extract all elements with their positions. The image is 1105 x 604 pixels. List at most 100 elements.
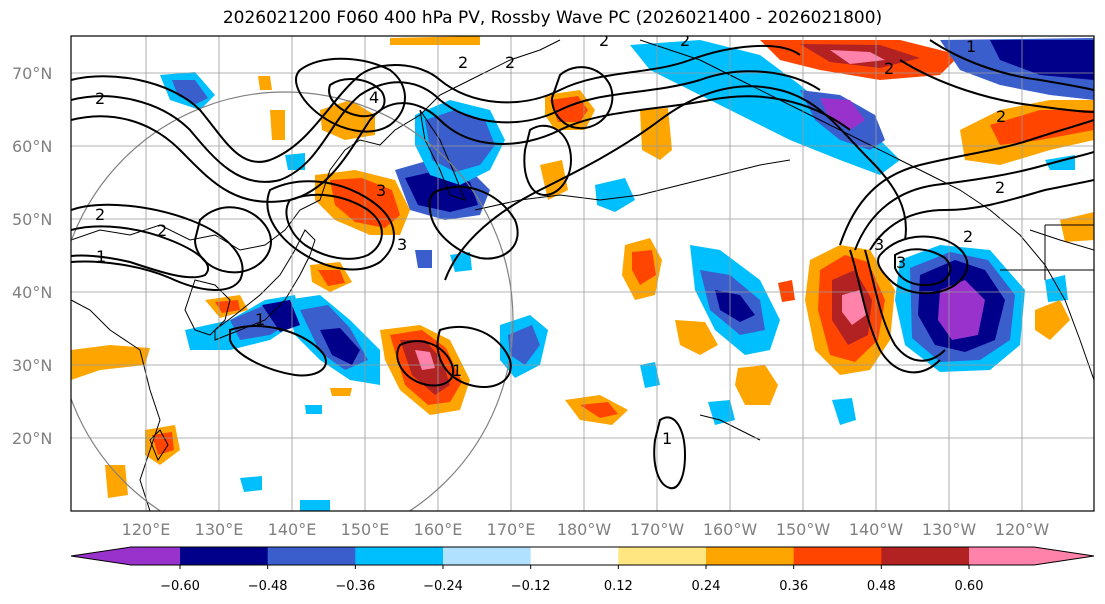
positive-anomaly	[105, 465, 128, 498]
contour-line	[436, 325, 512, 388]
contour-label: 2	[157, 221, 167, 240]
negative-anomaly	[820, 98, 865, 130]
lon-label: 140°E	[268, 520, 317, 539]
contour-line	[266, 180, 395, 271]
positive-anomaly	[580, 402, 618, 418]
colorbar-bin	[881, 547, 970, 565]
colorbar-tick-label: 0.24	[692, 579, 721, 594]
positive-anomaly	[1035, 300, 1070, 340]
contour-label: 3	[376, 181, 386, 200]
contour-label: 2	[458, 53, 468, 72]
contour-line	[864, 249, 946, 362]
colorbar-bin	[793, 547, 882, 565]
lat-label: 40°N	[12, 283, 52, 302]
colorbar-bin	[706, 547, 795, 565]
contour-line	[854, 151, 1094, 251]
contour-label: 2	[963, 227, 973, 246]
positive-anomaly	[640, 108, 672, 160]
radius-circle	[71, 91, 514, 511]
north-america-coastline	[1029, 229, 1094, 251]
lon-label: 180°W	[557, 520, 612, 539]
negative-anomaly	[640, 362, 660, 388]
contour-line	[396, 340, 455, 387]
contour-line	[71, 225, 210, 279]
positive-anomaly	[990, 110, 1094, 145]
lon-label: 120°W	[995, 520, 1050, 539]
negative-anomaly	[938, 280, 985, 340]
latitude-labels: 70°N 60°N 50°N 40°N 30°N 20°N	[12, 64, 52, 448]
positive-anomaly	[390, 36, 480, 45]
colorbar-tick-label: 0.12	[604, 579, 633, 594]
contour-line	[285, 193, 383, 260]
positive-anomaly	[330, 388, 352, 396]
lon-label: 160°E	[414, 520, 463, 539]
negative-anomaly	[630, 40, 900, 175]
colorbar-bin	[355, 547, 444, 565]
lat-label: 60°N	[12, 137, 52, 156]
map-title: 2026021200 F060 400 hPa PV, Rossby Wave …	[222, 8, 883, 28]
contour-line	[550, 66, 614, 130]
contour-line	[877, 235, 969, 295]
positive-anomaly	[632, 250, 656, 285]
contour-label: 2	[95, 89, 105, 108]
colorbar-under-extension	[71, 547, 131, 565]
negative-anomaly	[240, 476, 262, 492]
colorbar-bin	[131, 547, 181, 565]
korea-coastline	[184, 279, 231, 336]
colorbar-tick-label: −0.48	[248, 579, 288, 594]
negative-anomaly	[595, 178, 635, 212]
contour-label: 1	[96, 247, 106, 266]
pv-contours	[71, 39, 1094, 490]
lon-label: 140°W	[849, 520, 904, 539]
lat-label: 20°N	[12, 429, 52, 448]
lon-label: 130°W	[922, 520, 977, 539]
negative-anomaly	[990, 40, 1094, 80]
contour-label: 1	[966, 37, 976, 56]
negative-anomaly	[172, 80, 208, 104]
contour-line	[71, 203, 244, 291]
contour-label: 2	[599, 31, 609, 50]
contour-label: 3	[896, 253, 906, 272]
gridlines	[71, 36, 1094, 511]
contour-labels: 2 2 4 2 2 2 3 3 2 2 1 1 1 2 2 3 3 2 2 1 …	[95, 31, 1006, 448]
negative-anomaly	[305, 405, 322, 414]
contour-line	[523, 124, 572, 197]
positive-anomaly	[675, 320, 718, 355]
pv-anomaly-shading	[71, 36, 1094, 511]
lon-label: 120°E	[122, 520, 171, 539]
colorbar-tick-label: 0.60	[955, 579, 984, 594]
contour-line	[444, 85, 907, 281]
contour-label: 2	[680, 31, 690, 50]
colorbar-tick-label: 0.36	[779, 579, 808, 594]
contour-line	[71, 45, 801, 163]
negative-anomaly	[425, 110, 495, 172]
lon-label: 160°W	[703, 520, 758, 539]
contour-line	[71, 95, 851, 203]
contour-line	[899, 59, 1094, 113]
positive-anomaly	[258, 76, 272, 90]
japan-coastline	[214, 229, 316, 341]
positive-anomaly	[778, 280, 795, 302]
positive-anomaly	[450, 252, 472, 272]
colorbar-tick-label: −0.60	[160, 579, 200, 594]
contour-label: 2	[505, 53, 515, 72]
colorbar-tick-label: −0.36	[335, 579, 375, 594]
contour-line	[929, 39, 1094, 91]
contour-label: 2	[996, 107, 1006, 126]
negative-anomaly	[285, 153, 305, 170]
negative-anomaly	[832, 398, 856, 425]
lat-label: 70°N	[12, 64, 52, 83]
colorbar-bin	[267, 547, 356, 565]
contour-line	[428, 185, 519, 260]
colorbar-bin	[443, 547, 532, 565]
positive-anomaly	[318, 270, 345, 286]
taiwan-coastline	[149, 429, 169, 462]
positive-anomaly	[735, 365, 778, 405]
lon-label: 150°W	[776, 520, 831, 539]
contour-label: 2	[95, 205, 105, 224]
positive-anomaly	[215, 300, 240, 313]
contour-line	[295, 57, 406, 133]
lat-label: 30°N	[12, 356, 52, 375]
contour-label: 1	[452, 361, 462, 380]
